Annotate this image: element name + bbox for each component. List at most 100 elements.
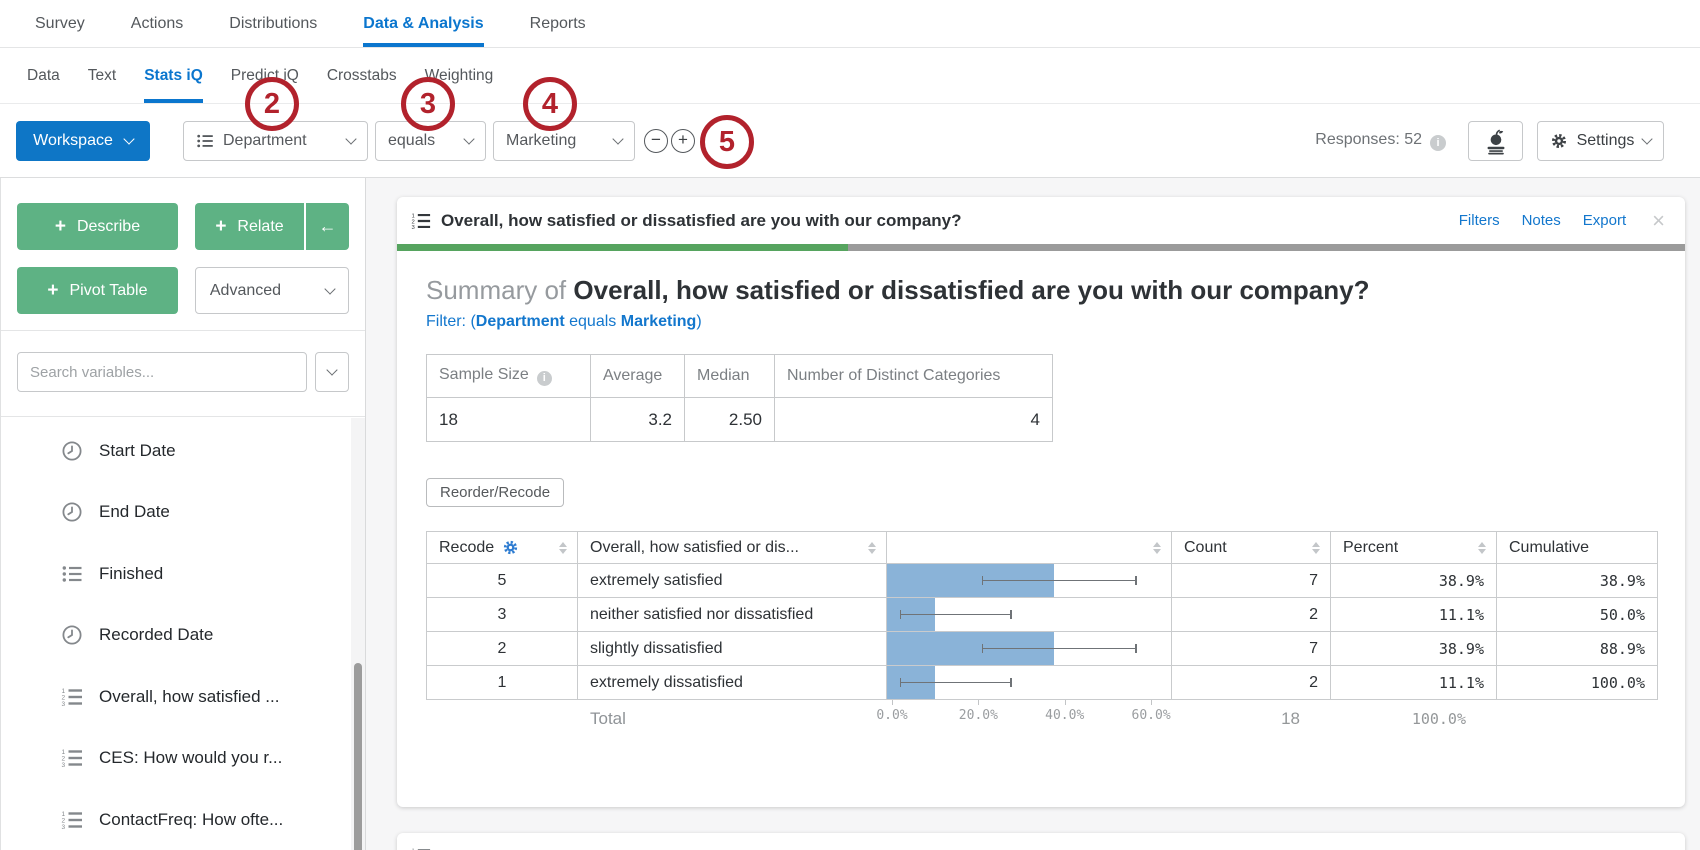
sort-arrows-icon[interactable] bbox=[868, 541, 876, 554]
sort-arrows-icon[interactable] bbox=[1153, 541, 1161, 554]
variable-list: Start Date End Date Finished Recorded Date 1… bbox=[1, 417, 365, 850]
column-header-cumulative[interactable]: Cumulative bbox=[1496, 531, 1658, 564]
svg-text:2: 2 bbox=[62, 756, 66, 763]
variable-item-contactfreq-how-ofte[interactable]: 1 2 3 ContactFreq: How ofte... bbox=[1, 789, 365, 850]
annotation-number: 5 bbox=[718, 125, 736, 158]
total-cumulative-cell bbox=[1496, 700, 1657, 737]
category-label: extremely satisfied bbox=[577, 563, 887, 598]
learning-resources-button[interactable] bbox=[1468, 120, 1523, 161]
annotation-circle-5: 5 bbox=[700, 115, 754, 169]
analysis-card-title: Overall, how satisfied or dissatisfied a… bbox=[441, 210, 962, 230]
notes-link[interactable]: Notes bbox=[1521, 212, 1561, 229]
filter-prefix: Filter: ( bbox=[426, 313, 476, 330]
table-row: 5 extremely satisfied 7 38.9% 38.9% bbox=[426, 563, 1658, 598]
bar-cell bbox=[886, 563, 1172, 598]
recode-gear-icon[interactable] bbox=[502, 539, 519, 556]
axis-label: 0.0% bbox=[876, 708, 908, 723]
percent-value: 11.1% bbox=[1330, 597, 1497, 632]
sidebar-scrollbar-thumb[interactable] bbox=[354, 663, 362, 850]
add-filter-button[interactable]: + bbox=[671, 128, 695, 153]
applied-filter-text[interactable]: Filter: (Department equals Marketing) bbox=[426, 313, 1656, 331]
total-label: Total bbox=[590, 708, 626, 728]
secondary-tab-text[interactable]: Text bbox=[87, 66, 117, 84]
cumulative-value: 50.0% bbox=[1496, 597, 1658, 632]
column-header-recode[interactable]: Recode bbox=[426, 531, 578, 564]
sort-arrows-icon[interactable] bbox=[1478, 541, 1486, 554]
sort-arrows-icon[interactable] bbox=[1312, 541, 1320, 554]
clock-icon bbox=[61, 440, 83, 462]
column-header-bar-chart[interactable] bbox=[886, 531, 1172, 564]
info-icon[interactable]: i bbox=[1430, 134, 1446, 151]
primary-tab-actions[interactable]: Actions bbox=[130, 14, 184, 32]
variable-label: ContactFreq: How ofte... bbox=[99, 809, 284, 829]
total-recode-cell bbox=[426, 700, 577, 737]
column-header-count[interactable]: Count bbox=[1171, 531, 1331, 564]
divider bbox=[1, 416, 365, 417]
advanced-label: Advanced bbox=[209, 281, 282, 299]
describe-button[interactable]: + Describe bbox=[17, 203, 178, 250]
settings-button[interactable]: Settings bbox=[1537, 120, 1664, 161]
primary-nav: Survey Actions Distributions Data & Analysi… bbox=[0, 0, 1700, 48]
primary-tab-distributions[interactable]: Distributions bbox=[229, 14, 318, 32]
count-value: 7 bbox=[1171, 563, 1331, 598]
variable-item-recorded-date[interactable]: Recorded Date bbox=[1, 605, 365, 667]
stats-header-median: Median bbox=[684, 354, 775, 398]
confidence-interval-whisker bbox=[899, 610, 1012, 618]
primary-tab-reports[interactable]: Reports bbox=[529, 14, 586, 32]
primary-tab-data-analysis[interactable]: Data & Analysis bbox=[363, 0, 484, 47]
variable-label: Finished bbox=[99, 563, 164, 583]
workspace-button[interactable]: Workspace bbox=[16, 120, 150, 161]
describe-label: Describe bbox=[76, 217, 141, 235]
cumulative-value: 100.0% bbox=[1496, 665, 1658, 700]
variable-label: Overall, how satisfied ... bbox=[99, 686, 280, 706]
reorder-recode-button[interactable]: Reorder/Recode bbox=[426, 478, 565, 507]
secondary-tab-crosstabs[interactable]: Crosstabs bbox=[326, 66, 397, 84]
info-icon[interactable]: i bbox=[536, 370, 552, 386]
relate-button[interactable]: + Relate bbox=[194, 203, 304, 250]
secondary-tab-stats-iq[interactable]: Stats iQ bbox=[144, 48, 203, 103]
arrow-left-icon: ← bbox=[318, 216, 337, 236]
variable-item-overall-how-satisfied[interactable]: 1 2 3 Overall, how satisfied ... bbox=[1, 666, 365, 728]
column-header-content: Overall, how satisfied or dis... bbox=[590, 539, 876, 557]
annotation-circle-2: 2 bbox=[245, 77, 299, 131]
column-header-overall-how-satisfied-or-dis[interactable]: Overall, how satisfied or dis... bbox=[577, 531, 887, 564]
stats-header-sample-size: Sample Size i bbox=[426, 354, 591, 398]
close-icon[interactable]: × bbox=[1652, 207, 1665, 233]
secondary-tab-data[interactable]: Data bbox=[27, 66, 60, 84]
sort-down-arrow bbox=[559, 548, 567, 554]
advanced-button[interactable]: Advanced bbox=[194, 267, 349, 314]
card-progress-fill bbox=[397, 244, 848, 251]
sort-arrows-icon[interactable] bbox=[559, 541, 567, 554]
variable-item-start-date[interactable]: Start Date bbox=[1, 420, 365, 482]
summary-stats-table: Sample Size i Average Median Number of Di… bbox=[426, 354, 1053, 442]
axis-tick bbox=[1064, 700, 1066, 705]
next-analysis-card: 123 bbox=[397, 833, 1685, 850]
clock-icon bbox=[61, 501, 83, 523]
variable-item-finished[interactable]: Finished bbox=[1, 543, 365, 605]
variable-label: CES: How would you r... bbox=[99, 748, 283, 768]
filter-value-label: Marketing bbox=[506, 131, 577, 149]
axis-tick bbox=[978, 700, 980, 705]
secondary-tab-weighting[interactable]: Weighting bbox=[424, 66, 494, 84]
sort-up-arrow bbox=[1312, 541, 1320, 547]
export-link[interactable]: Export bbox=[1582, 212, 1627, 229]
filters-link[interactable]: Filters bbox=[1458, 212, 1500, 229]
variables-sidebar: + Describe + Relate ← + Pivot Table bbox=[0, 178, 366, 850]
search-variables-input[interactable] bbox=[17, 352, 307, 392]
pivot-table-button[interactable]: + Pivot Table bbox=[17, 267, 178, 314]
variable-item-end-date[interactable]: End Date bbox=[1, 482, 365, 544]
remove-filter-button[interactable]: − bbox=[644, 128, 668, 153]
column-header-label: Recode bbox=[439, 538, 495, 556]
column-header-percent[interactable]: Percent bbox=[1330, 531, 1497, 564]
svg-text:1: 1 bbox=[62, 688, 66, 695]
primary-tab-survey[interactable]: Survey bbox=[35, 14, 85, 32]
collapse-panel-button[interactable]: ← bbox=[306, 203, 349, 250]
variable-search bbox=[1, 331, 365, 416]
sidebar-scrollbar[interactable] bbox=[351, 418, 365, 850]
analysis-card-body: Summary of Overall, how satisfied or dis… bbox=[397, 251, 1685, 737]
svg-text:1: 1 bbox=[411, 848, 414, 850]
settings-label: Settings bbox=[1576, 131, 1635, 149]
filter-value: Marketing bbox=[620, 313, 697, 330]
search-options-button[interactable] bbox=[315, 352, 349, 392]
variable-item-ces-how-would-you-r[interactable]: 1 2 3 CES: How would you r... bbox=[1, 728, 365, 790]
